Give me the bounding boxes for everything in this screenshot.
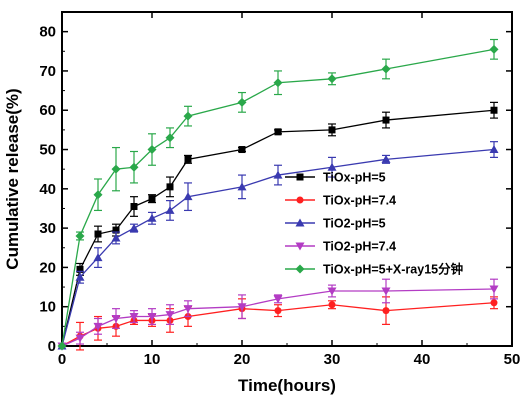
data-point — [75, 272, 85, 281]
y-tick-label: 70 — [39, 63, 56, 80]
data-point — [489, 285, 499, 294]
data-point — [93, 190, 103, 200]
x-tick-label: 40 — [414, 351, 431, 368]
data-point — [184, 155, 192, 163]
data-point — [295, 242, 305, 251]
legend-item: TiO2-pH=5 — [285, 217, 386, 231]
data-point — [147, 313, 157, 322]
data-point — [111, 314, 121, 323]
data-point — [382, 116, 390, 124]
data-point — [130, 203, 138, 211]
data-point — [129, 162, 139, 172]
data-point — [382, 307, 390, 315]
data-point — [490, 106, 498, 114]
data-point — [183, 305, 193, 314]
data-point — [273, 78, 283, 88]
data-point — [165, 311, 175, 320]
x-tick-label: 30 — [324, 351, 341, 368]
series-square — [58, 101, 498, 350]
y-tick-label: 0 — [48, 338, 56, 355]
data-point — [273, 170, 283, 179]
series-triangle-down — [57, 278, 499, 351]
legend-item: TiOx-pH=5+X-ray15分钟 — [285, 262, 463, 277]
y-tick-label: 80 — [39, 24, 56, 41]
data-point — [129, 313, 139, 322]
x-tick-label: 0 — [58, 351, 66, 368]
legend-item: TiO2-pH=7.4 — [285, 240, 396, 254]
data-point — [93, 253, 103, 262]
data-point — [165, 205, 175, 214]
y-tick-label: 20 — [39, 259, 56, 276]
legend-item: TiOx-pH=7.4 — [285, 194, 396, 208]
data-point — [296, 173, 304, 181]
data-point — [75, 334, 85, 343]
data-point — [328, 126, 336, 134]
axes: 0 10 20 30 40 50 0 10 20 30 40 50 60 70 80 — [39, 11, 520, 368]
data-point — [237, 182, 247, 191]
data-point — [237, 97, 247, 107]
data-point — [296, 196, 304, 204]
data-point — [183, 192, 193, 201]
data-point — [274, 307, 282, 315]
data-point — [273, 295, 283, 304]
y-tick-label: 50 — [39, 142, 56, 159]
data-point — [57, 341, 67, 351]
series-diamond — [57, 38, 499, 351]
series-triangle-up — [57, 141, 499, 350]
legend-label: TiO2-pH=7.4 — [323, 240, 396, 254]
y-tick-label: 10 — [39, 299, 56, 316]
data-point — [76, 265, 84, 273]
data-point — [295, 218, 305, 227]
data-point — [183, 111, 193, 121]
data-point — [327, 74, 337, 84]
data-point — [274, 128, 282, 136]
x-tick-label: 10 — [144, 351, 161, 368]
data-point — [93, 322, 103, 331]
y-tick-label: 40 — [39, 181, 56, 198]
series-circle — [58, 296, 498, 351]
data-point — [490, 299, 498, 307]
data-point — [111, 164, 121, 174]
data-point — [166, 183, 174, 191]
y-tick-label: 60 — [39, 102, 56, 119]
legend-label: TiOx-pH=5+X-ray15分钟 — [323, 262, 463, 277]
data-point — [147, 213, 157, 222]
data-point — [381, 64, 391, 74]
legend-label: TiO2-pH=5 — [323, 217, 386, 231]
data-point — [237, 303, 247, 312]
data-point — [238, 146, 246, 154]
data-point — [148, 195, 156, 203]
series-layer — [57, 38, 499, 351]
x-tick-label: 50 — [504, 351, 520, 368]
data-point — [165, 133, 175, 143]
data-point — [112, 226, 120, 234]
legend-item: TiOx-pH=5 — [285, 171, 386, 185]
legend-label: TiOx-pH=5 — [323, 171, 386, 185]
data-point — [489, 145, 499, 154]
y-tick-label: 30 — [39, 220, 56, 237]
data-point — [489, 44, 499, 54]
data-point — [295, 264, 305, 274]
legend: TiOx-pH=5 TiOx-pH=7.4 TiO2-pH=5 TiO2-pH=7.4… — [285, 171, 463, 277]
data-point — [147, 145, 157, 155]
data-point — [381, 287, 391, 296]
data-point — [94, 230, 102, 238]
data-point — [327, 287, 337, 296]
data-point — [328, 301, 336, 309]
plot-frame — [61, 11, 513, 347]
data-point — [75, 231, 85, 241]
x-tick-label: 20 — [234, 351, 251, 368]
legend-label: TiOx-pH=7.4 — [323, 194, 396, 208]
data-point — [327, 162, 337, 171]
data-point — [111, 233, 121, 242]
data-point — [129, 223, 139, 232]
x-axis-label: Time(hours) — [238, 376, 336, 395]
data-point — [381, 154, 391, 163]
y-axis-label: Cumulative release(%) — [3, 88, 22, 269]
